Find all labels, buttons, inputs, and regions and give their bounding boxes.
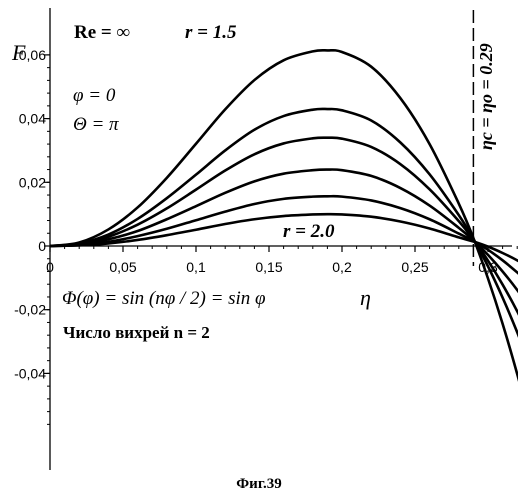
vortex-count-annotation: Число вихрей n = 2 (63, 323, 210, 342)
formula-annotation: Φ(φ) = sin (nφ / 2) = sin φ (62, 288, 266, 309)
x-tick-label: 0,2 (332, 259, 352, 275)
phi-annotation: φ = 0 (73, 85, 116, 106)
x-tick-label: 0,25 (401, 259, 428, 275)
y-tick-label: -0,02 (14, 302, 46, 318)
y-tick-label: 0,02 (19, 174, 46, 190)
r-top-annotation: r = 1.5 (185, 22, 237, 43)
y-tick-label: 0,04 (19, 111, 46, 127)
x-tick-label: 0,05 (109, 259, 136, 275)
reynolds-annotation: Re = ∞ (74, 22, 130, 43)
y-tick-label: -0,04 (14, 365, 46, 381)
y-tick-label: 0 (38, 238, 46, 254)
x-tick-label: 0,1 (186, 259, 206, 275)
vertical-line-label: ηc = ηo = 0.29 (476, 43, 496, 150)
figure-caption: Фиг.39 (0, 476, 518, 493)
x-axis-label: η (360, 285, 371, 310)
theta-annotation: Θ = π (73, 114, 119, 135)
r-bottom-annotation: r = 2.0 (283, 221, 335, 242)
x-tick-label: 0 (46, 259, 54, 275)
x-tick-label: 0,15 (255, 259, 282, 275)
y-axis-label: F (11, 40, 26, 65)
